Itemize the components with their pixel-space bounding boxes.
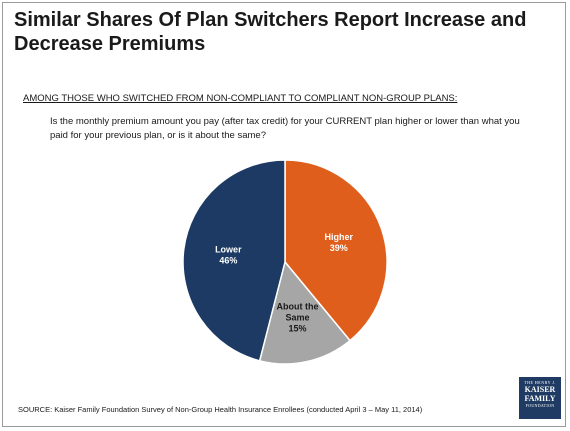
pie-label-lower: Lower 46% [215, 244, 242, 265]
logo-top-text: THE HENRY J. [524, 380, 556, 385]
pie-label-about-the-same: About the Same 15% [276, 302, 318, 334]
survey-question: Is the monthly premium amount you pay (a… [50, 116, 520, 141]
logo-kaiser-text: KAISER [524, 385, 556, 394]
page-title: Similar Shares Of Plan Switchers Report … [14, 9, 527, 55]
pie-label-higher: Higher 39% [324, 232, 353, 253]
pie-slice-about-the-same [258, 260, 352, 365]
pie-slice-higher [284, 159, 388, 342]
pie-slice-lower [182, 159, 286, 362]
logo-family-text: FAMILY [524, 394, 556, 403]
source-note: SOURCE: Kaiser Family Foundation Survey … [18, 405, 423, 414]
logo-foundation-text: FOUNDATION [525, 403, 555, 408]
chart-subtitle: AMONG THOSE WHO SWITCHED FROM NON-COMPLI… [23, 93, 458, 104]
kff-logo: THE HENRY J. KAISER FAMILY FOUNDATION [519, 377, 561, 419]
